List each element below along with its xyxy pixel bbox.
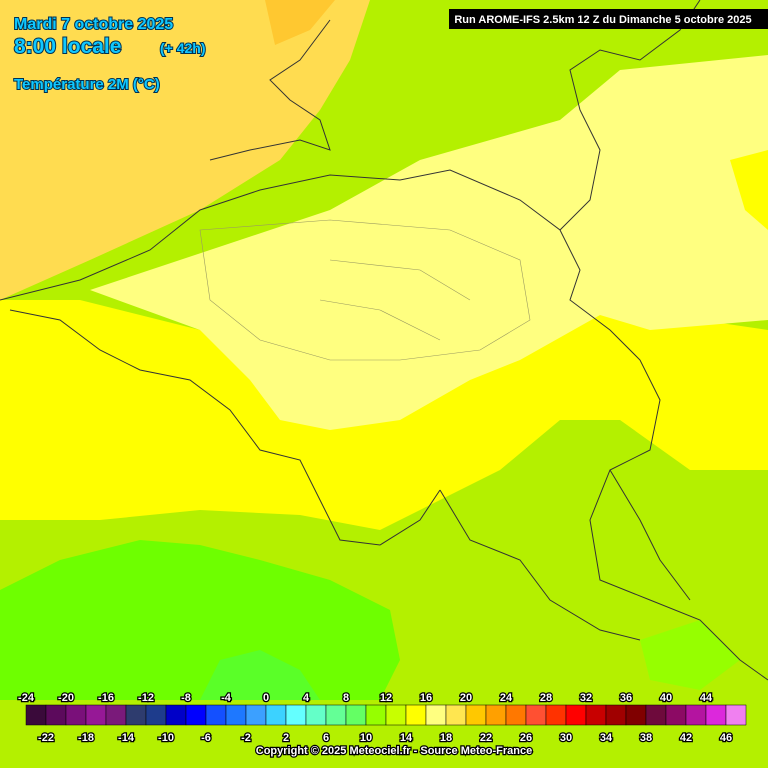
legend-label: 24 [500, 692, 513, 704]
legend-label: -2 [241, 732, 251, 744]
legend-label: -10 [158, 732, 174, 744]
legend-swatch [365, 704, 387, 726]
legend-swatch [505, 704, 527, 726]
legend-label: 8 [343, 692, 349, 704]
legend-swatch [285, 704, 307, 726]
legend-label: -18 [78, 732, 94, 744]
legend-label: 46 [720, 732, 732, 744]
legend-label: 0 [263, 692, 269, 704]
legend-swatch [485, 704, 507, 726]
legend-swatch [105, 704, 127, 726]
legend-swatch [25, 704, 47, 726]
legend-label: 2 [283, 732, 289, 744]
legend-swatch [525, 704, 547, 726]
legend-swatch [325, 704, 347, 726]
legend-label: 44 [700, 692, 713, 704]
legend-swatch [625, 704, 647, 726]
legend-swatch [265, 704, 287, 726]
run-box [449, 9, 768, 29]
legend-label: 16 [420, 692, 432, 704]
legend-swatch [305, 704, 327, 726]
legend-label: 28 [540, 692, 552, 704]
legend-label: 10 [360, 732, 372, 744]
legend-label: 40 [660, 692, 672, 704]
legend-swatch [465, 704, 487, 726]
legend-label: 36 [620, 692, 632, 704]
legend-swatch [45, 704, 67, 726]
forecast-time: 8:00 locale [14, 35, 121, 58]
legend-swatch [585, 704, 607, 726]
forecast-date: Mardi 7 octobre 2025 [14, 16, 173, 33]
legend-swatch [405, 704, 427, 726]
legend-swatch [165, 704, 187, 726]
legend-swatch [445, 704, 467, 726]
legend-label: 32 [580, 692, 592, 704]
copyright: Copyright © 2025 Meteociel.fr - Source M… [256, 745, 532, 757]
legend-swatch [385, 704, 407, 726]
legend-swatch [545, 704, 567, 726]
legend-label: 30 [560, 732, 572, 744]
legend-swatch [145, 704, 167, 726]
legend-label: -22 [38, 732, 54, 744]
legend-swatch [125, 704, 147, 726]
legend-label: -24 [18, 692, 35, 704]
legend-label: 38 [640, 732, 652, 744]
legend-label: 42 [680, 732, 692, 744]
legend-swatch [685, 704, 707, 726]
legend-label: 4 [303, 692, 310, 704]
legend-label: 26 [520, 732, 532, 744]
legend-label: 6 [323, 732, 329, 744]
legend-label: -14 [118, 732, 135, 744]
legend-label: -16 [98, 692, 114, 704]
legend-swatch [205, 704, 227, 726]
borders [0, 0, 768, 681]
legend-swatch [225, 704, 247, 726]
legend-label: 18 [440, 732, 452, 744]
legend-label: -20 [58, 692, 74, 704]
legend-swatch [65, 704, 87, 726]
lead-time: (+ 42h) [160, 40, 206, 56]
legend-label: -12 [138, 692, 154, 704]
parameter-title: Température 2M (°C) [14, 76, 160, 93]
legend-swatch [345, 704, 367, 726]
legend-label: -8 [181, 692, 191, 704]
run-info: Run AROME-IFS 2.5km 12 Z du Dimanche 5 o… [454, 14, 751, 26]
legend-swatch [705, 704, 727, 726]
legend-swatch [565, 704, 587, 726]
legend-label: 14 [400, 732, 413, 744]
legend-swatch [85, 704, 107, 726]
legend-label: 12 [380, 692, 392, 704]
legend-swatch [725, 704, 747, 726]
legend-label: 20 [460, 692, 472, 704]
legend-label: -6 [201, 732, 211, 744]
legend-swatch [605, 704, 627, 726]
legend-label: 34 [600, 732, 613, 744]
color-legend: -24-22-20-18-16-14-12-10-8-6-4-202468101… [17, 691, 747, 745]
legend-swatch [185, 704, 207, 726]
header: Mardi 7 octobre 2025 8:00 locale (+ 42h)… [13, 9, 768, 94]
legend-swatch [645, 704, 667, 726]
legend-swatch [425, 704, 447, 726]
legend-swatch [245, 704, 267, 726]
legend-label: 22 [480, 732, 492, 744]
legend-swatch [665, 704, 687, 726]
legend-label: -4 [221, 692, 232, 704]
